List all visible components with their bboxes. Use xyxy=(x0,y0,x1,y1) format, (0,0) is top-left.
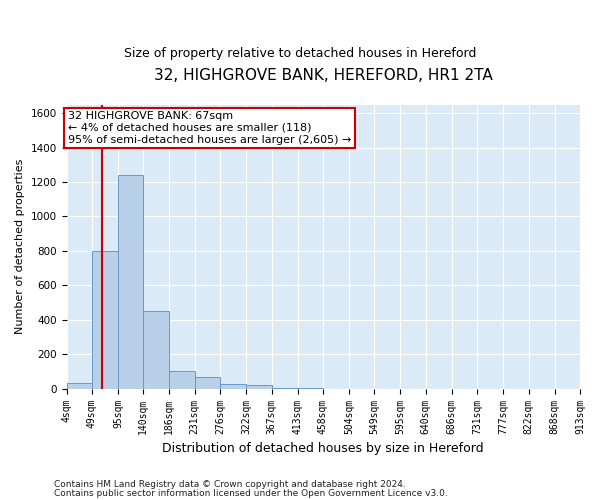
Bar xyxy=(246,385,272,388)
Bar xyxy=(220,384,246,388)
Bar xyxy=(118,175,143,388)
Bar xyxy=(143,311,169,388)
Text: Contains HM Land Registry data © Crown copyright and database right 2024.: Contains HM Land Registry data © Crown c… xyxy=(54,480,406,489)
Text: Contains public sector information licensed under the Open Government Licence v3: Contains public sector information licen… xyxy=(54,488,448,498)
Y-axis label: Number of detached properties: Number of detached properties xyxy=(15,159,25,334)
Bar xyxy=(92,251,118,388)
Title: 32, HIGHGROVE BANK, HEREFORD, HR1 2TA: 32, HIGHGROVE BANK, HEREFORD, HR1 2TA xyxy=(154,68,493,82)
Text: 32 HIGHGROVE BANK: 67sqm
← 4% of detached houses are smaller (118)
95% of semi-d: 32 HIGHGROVE BANK: 67sqm ← 4% of detache… xyxy=(68,112,351,144)
Bar xyxy=(169,372,195,388)
X-axis label: Distribution of detached houses by size in Hereford: Distribution of detached houses by size … xyxy=(163,442,484,455)
Bar xyxy=(195,378,220,388)
Text: Size of property relative to detached houses in Hereford: Size of property relative to detached ho… xyxy=(124,48,476,60)
Bar xyxy=(67,382,92,388)
